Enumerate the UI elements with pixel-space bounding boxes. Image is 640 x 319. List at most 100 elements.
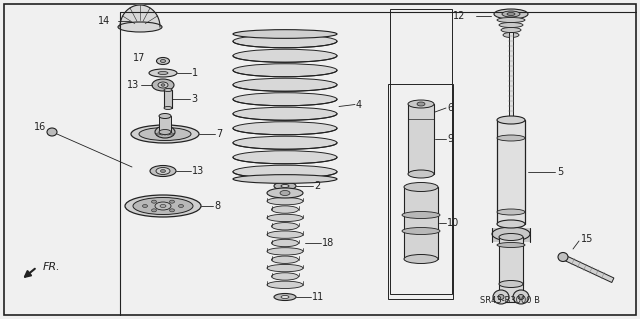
Ellipse shape — [417, 102, 425, 106]
Ellipse shape — [271, 206, 298, 213]
Ellipse shape — [494, 9, 528, 19]
Ellipse shape — [149, 69, 177, 77]
Ellipse shape — [158, 71, 168, 75]
Ellipse shape — [156, 133, 161, 135]
Ellipse shape — [125, 195, 201, 217]
Ellipse shape — [492, 227, 530, 241]
Ellipse shape — [170, 200, 175, 203]
Ellipse shape — [179, 204, 184, 207]
Ellipse shape — [233, 136, 337, 149]
Ellipse shape — [267, 248, 303, 255]
Text: 18: 18 — [322, 238, 334, 248]
Ellipse shape — [503, 33, 519, 38]
Ellipse shape — [497, 116, 525, 124]
Ellipse shape — [404, 255, 438, 263]
Ellipse shape — [152, 200, 157, 203]
Ellipse shape — [156, 167, 170, 174]
Ellipse shape — [159, 130, 171, 135]
Text: 14: 14 — [98, 16, 110, 26]
Ellipse shape — [558, 253, 568, 262]
Ellipse shape — [281, 184, 289, 188]
Text: 8: 8 — [214, 201, 220, 211]
Ellipse shape — [233, 49, 337, 62]
Ellipse shape — [139, 128, 191, 140]
Ellipse shape — [160, 204, 166, 207]
Ellipse shape — [233, 93, 337, 106]
Ellipse shape — [493, 290, 509, 304]
Ellipse shape — [498, 294, 504, 300]
Ellipse shape — [150, 166, 176, 176]
Bar — [497, 120, 525, 224]
Ellipse shape — [267, 264, 303, 272]
Ellipse shape — [157, 57, 170, 64]
Ellipse shape — [497, 242, 525, 248]
Ellipse shape — [499, 280, 523, 287]
Ellipse shape — [152, 209, 157, 212]
Ellipse shape — [159, 114, 171, 118]
Bar — [492, 228, 530, 242]
Ellipse shape — [267, 188, 303, 198]
Ellipse shape — [497, 18, 525, 23]
Text: 7: 7 — [216, 129, 222, 139]
Ellipse shape — [271, 273, 298, 280]
Ellipse shape — [402, 227, 440, 234]
Bar — [499, 237, 523, 284]
Ellipse shape — [233, 30, 337, 38]
Text: 4: 4 — [356, 100, 362, 109]
Text: 9: 9 — [447, 134, 453, 144]
Ellipse shape — [161, 169, 166, 173]
Ellipse shape — [274, 293, 296, 300]
Text: 11: 11 — [312, 292, 324, 302]
Text: 13: 13 — [127, 80, 139, 90]
Bar — [388, 84, 453, 299]
Ellipse shape — [267, 231, 303, 238]
Ellipse shape — [233, 151, 337, 164]
Text: 6: 6 — [447, 103, 453, 113]
Ellipse shape — [499, 23, 523, 27]
Ellipse shape — [513, 290, 529, 304]
Text: FR.: FR. — [43, 262, 61, 272]
Ellipse shape — [170, 133, 173, 135]
Ellipse shape — [233, 64, 337, 77]
Ellipse shape — [163, 133, 167, 135]
Ellipse shape — [233, 174, 337, 183]
Ellipse shape — [501, 27, 521, 33]
Ellipse shape — [143, 204, 147, 207]
Ellipse shape — [233, 107, 337, 120]
Ellipse shape — [118, 22, 162, 32]
Ellipse shape — [161, 60, 166, 63]
Ellipse shape — [502, 11, 520, 17]
Ellipse shape — [267, 281, 303, 288]
Bar — [164, 90, 172, 108]
Polygon shape — [562, 255, 614, 283]
Ellipse shape — [155, 126, 175, 138]
Text: 16: 16 — [34, 122, 46, 132]
Ellipse shape — [497, 209, 525, 215]
Ellipse shape — [155, 202, 171, 210]
Ellipse shape — [170, 209, 175, 212]
Ellipse shape — [507, 12, 515, 16]
Ellipse shape — [133, 197, 193, 214]
Ellipse shape — [160, 133, 164, 135]
Ellipse shape — [267, 197, 303, 205]
Bar — [408, 104, 434, 174]
Ellipse shape — [271, 256, 298, 263]
Polygon shape — [120, 5, 160, 27]
Text: 2: 2 — [314, 181, 320, 191]
Ellipse shape — [233, 165, 337, 178]
Text: SR43-B3000 B: SR43-B3000 B — [480, 296, 540, 305]
Text: 3: 3 — [191, 94, 197, 104]
Bar — [159, 116, 171, 132]
Text: 1: 1 — [192, 68, 198, 78]
Ellipse shape — [152, 79, 174, 91]
Ellipse shape — [408, 100, 434, 108]
Ellipse shape — [164, 88, 172, 92]
Ellipse shape — [499, 234, 523, 241]
Ellipse shape — [271, 223, 298, 230]
Ellipse shape — [280, 190, 290, 196]
Ellipse shape — [402, 211, 440, 219]
Ellipse shape — [131, 125, 199, 143]
Ellipse shape — [233, 122, 337, 135]
Ellipse shape — [267, 214, 303, 222]
Text: 13: 13 — [192, 166, 204, 176]
